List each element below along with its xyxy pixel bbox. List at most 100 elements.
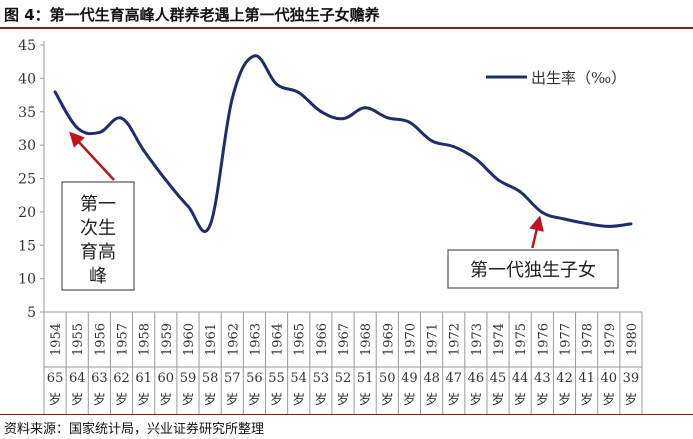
data-point bbox=[363, 106, 367, 110]
data-point bbox=[452, 145, 456, 149]
data-point bbox=[341, 117, 345, 121]
age-label: 59 岁 bbox=[180, 371, 197, 408]
data-point bbox=[53, 90, 57, 94]
y-axis-ticks: 5 10 15 20 25 30 35 40 45 bbox=[18, 38, 44, 321]
age-label: 52 岁 bbox=[335, 371, 352, 408]
x-tick-label-year: 1964 bbox=[271, 323, 286, 356]
data-point bbox=[585, 222, 589, 226]
age-label: 46 岁 bbox=[468, 371, 485, 408]
data-point bbox=[297, 91, 301, 95]
x-tick-label-year: 1969 bbox=[381, 323, 396, 356]
y-tick-label: 40 bbox=[18, 71, 36, 87]
age-label: 62 岁 bbox=[113, 371, 130, 408]
age-label: 39 岁 bbox=[623, 371, 640, 408]
y-tick-label: 30 bbox=[18, 138, 36, 154]
y-tick-label: 5 bbox=[27, 305, 36, 321]
data-point bbox=[230, 96, 234, 100]
age-label: 41 岁 bbox=[578, 371, 595, 408]
plot-area bbox=[53, 54, 633, 233]
data-point bbox=[430, 139, 434, 143]
source-note: 资料来源：国家统计局，兴业证券研究所整理 bbox=[4, 422, 265, 437]
x-tick-label-year: 1959 bbox=[160, 323, 175, 356]
x-tick-label-year: 1980 bbox=[625, 323, 640, 356]
annotation-arrow-first-birth-peak bbox=[69, 131, 115, 181]
annotation-text-line: 育高 bbox=[80, 242, 116, 263]
data-point bbox=[562, 217, 566, 221]
data-point bbox=[275, 82, 279, 86]
age-label: 51 岁 bbox=[357, 371, 374, 408]
x-tick-label-year: 1968 bbox=[359, 323, 374, 356]
annotation-box-first-birth-peak bbox=[61, 181, 135, 291]
data-point bbox=[407, 120, 411, 124]
age-label: 53 岁 bbox=[313, 371, 330, 408]
y-tick-label: 25 bbox=[18, 172, 36, 188]
x-tick-label-year: 1971 bbox=[426, 323, 441, 356]
age-label: 61 岁 bbox=[135, 371, 152, 408]
y-tick-label: 20 bbox=[18, 205, 36, 221]
x-tick-label-year: 1955 bbox=[71, 323, 86, 356]
x-tick-label-year: 1966 bbox=[315, 323, 330, 356]
data-point bbox=[607, 224, 611, 228]
age-label: 44 岁 bbox=[512, 371, 529, 408]
age-label: 55 岁 bbox=[268, 371, 285, 408]
age-label: 49 岁 bbox=[401, 371, 418, 408]
age-label: 45 岁 bbox=[490, 371, 507, 408]
annotation-box-only-children bbox=[447, 249, 619, 289]
data-point bbox=[474, 157, 478, 161]
annotation-text-only-children: 第一代独生子女 bbox=[470, 260, 596, 281]
x-tick-label-year: 1954 bbox=[49, 323, 64, 356]
x-tick-label-year: 1963 bbox=[248, 323, 263, 356]
age-label: 47 岁 bbox=[445, 371, 462, 408]
age-label: 63 岁 bbox=[91, 371, 108, 408]
data-point bbox=[164, 178, 168, 182]
data-point bbox=[540, 210, 544, 214]
age-label: 43 岁 bbox=[534, 371, 551, 408]
x-tick-label-year: 1965 bbox=[293, 323, 308, 356]
x-tick-label-year: 1977 bbox=[558, 323, 573, 356]
figure-title: 图 4：第一代生育高峰人群养老遇上第一代独生子女赡养 bbox=[4, 6, 380, 24]
data-point bbox=[496, 178, 500, 182]
age-label: 50 岁 bbox=[379, 371, 396, 408]
age-label: 60 岁 bbox=[158, 371, 175, 408]
x-axis-table: 1954 65 岁 1955 64 岁 1956 63 岁 1957 62 岁 1958 61 岁 1959 6… bbox=[43, 312, 643, 414]
y-tick-label: 10 bbox=[18, 272, 36, 288]
age-label: 65 岁 bbox=[47, 371, 64, 408]
title-divider bbox=[0, 27, 693, 29]
annotation-text-line: 峰 bbox=[89, 266, 107, 287]
source-divider bbox=[0, 414, 693, 415]
series-line-birth-rate bbox=[53, 54, 632, 233]
data-point bbox=[208, 223, 212, 227]
x-tick-label-year: 1960 bbox=[182, 323, 197, 356]
x-tick-label-year: 1967 bbox=[337, 323, 352, 356]
x-tick-label-year: 1973 bbox=[470, 323, 485, 356]
y-tick-label: 45 bbox=[18, 38, 36, 54]
x-tick-label-year: 1962 bbox=[226, 323, 241, 356]
data-point bbox=[629, 222, 633, 226]
x-tick-label-year: 1970 bbox=[403, 323, 418, 356]
data-point bbox=[97, 130, 101, 134]
data-point bbox=[319, 109, 323, 113]
axes bbox=[43, 41, 642, 313]
age-label: 54 岁 bbox=[290, 371, 307, 408]
data-point bbox=[142, 148, 146, 152]
x-tick-label-year: 1979 bbox=[603, 323, 618, 356]
x-tick-label-year: 1972 bbox=[448, 323, 463, 356]
annotation-text-line: 第一 bbox=[80, 194, 116, 215]
age-label: 57 岁 bbox=[224, 371, 241, 408]
legend-label: 出生率（‰） bbox=[531, 69, 626, 87]
age-label: 64 岁 bbox=[69, 371, 86, 408]
age-label: 48 岁 bbox=[423, 371, 440, 408]
x-tick-label-year: 1974 bbox=[492, 323, 507, 356]
data-point bbox=[186, 204, 190, 208]
annotation-arrow-only-children bbox=[529, 215, 544, 249]
y-tick-label: 35 bbox=[18, 105, 36, 121]
data-point bbox=[518, 190, 522, 194]
x-tick-label-year: 1976 bbox=[536, 323, 551, 356]
age-label: 56 岁 bbox=[246, 371, 263, 408]
annotation-text-line: 次生 bbox=[80, 218, 116, 239]
age-label: 40 岁 bbox=[601, 371, 618, 408]
x-tick-label-year: 1956 bbox=[93, 323, 108, 356]
age-label: 58 岁 bbox=[202, 371, 219, 408]
